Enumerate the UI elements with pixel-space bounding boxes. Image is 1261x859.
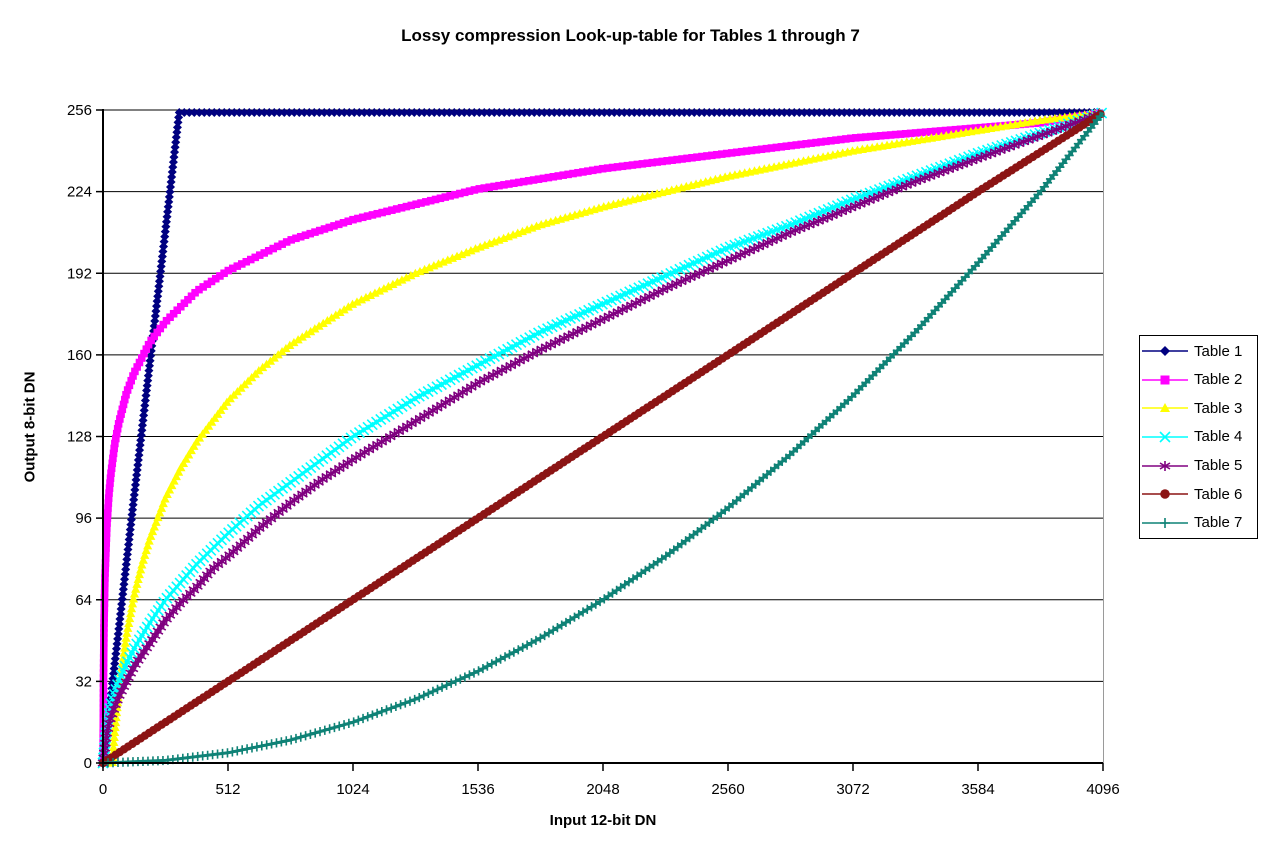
plus-icon: [1160, 517, 1170, 528]
legend-item-table-7: Table 7: [1140, 509, 1257, 536]
legend-item-table-5: Table 5: [1140, 452, 1257, 479]
x-icon: [1159, 431, 1171, 443]
triangle-icon: [1160, 403, 1170, 413]
square-icon: [1160, 375, 1170, 385]
x-axis-title: Input 12-bit DN: [549, 812, 657, 829]
y-tick-label-192: 192: [67, 265, 92, 282]
y-tick-label-224: 224: [67, 184, 92, 201]
x-tick-label-2048: 2048: [586, 781, 619, 798]
star-icon: [1159, 460, 1171, 471]
legend-swatch-table-4: [1142, 431, 1188, 443]
x-tick-label-3072: 3072: [836, 781, 869, 798]
legend-swatch-table-2: [1142, 375, 1188, 385]
legend-swatch-table-6: [1142, 489, 1188, 499]
x-tick-label-1024: 1024: [336, 781, 369, 798]
y-tick-label-0: 0: [84, 755, 92, 772]
legend-label-table-5: Table 5: [1194, 457, 1243, 475]
legend-item-table-3: Table 3: [1140, 395, 1257, 422]
series-table-6-markers: [98, 109, 1105, 768]
x-tick-label-1536: 1536: [461, 781, 494, 798]
legend-label-table-2: Table 2: [1194, 371, 1243, 389]
y-tick-label-160: 160: [67, 347, 92, 364]
x-tick-label-512: 512: [215, 781, 240, 798]
legend-item-table-4: Table 4: [1140, 423, 1257, 450]
legend-item-table-1: Table 1: [1140, 338, 1257, 365]
x-tick-label-2560: 2560: [711, 781, 744, 798]
y-axis-title: Output 8-bit DN: [21, 371, 39, 483]
x-tick-label-4096: 4096: [1086, 781, 1119, 798]
x-tick-label-0: 0: [99, 781, 107, 798]
legend: Table 1 Table 2 Table 3 Table 4 Table 5 …: [1139, 335, 1258, 539]
legend-swatch-table-5: [1142, 460, 1188, 471]
legend-label-table-6: Table 6: [1194, 485, 1243, 503]
series-table-3-markers: [98, 108, 1105, 767]
legend-label-table-7: Table 7: [1194, 514, 1243, 532]
legend-label-table-3: Table 3: [1194, 399, 1243, 417]
legend-label-table-4: Table 4: [1194, 428, 1243, 446]
chart-title: Lossy compression Look-up-table for Tabl…: [401, 26, 860, 45]
legend-label-table-1: Table 1: [1194, 342, 1243, 360]
legend-item-table-2: Table 2: [1140, 366, 1257, 393]
y-tick-label-64: 64: [75, 592, 92, 609]
y-tick-label-32: 32: [75, 673, 92, 690]
y-tick-label-96: 96: [75, 510, 92, 527]
legend-swatch-table-3: [1142, 403, 1188, 413]
y-tick-label-256: 256: [67, 102, 92, 119]
diamond-icon: [1160, 346, 1170, 357]
legend-swatch-table-1: [1142, 346, 1188, 357]
legend-swatch-table-7: [1142, 517, 1188, 528]
x-tick-label-3584: 3584: [961, 781, 994, 798]
legend-item-table-6: Table 6: [1140, 481, 1257, 508]
y-tick-label-128: 128: [67, 429, 92, 446]
circle-icon: [1160, 489, 1170, 499]
